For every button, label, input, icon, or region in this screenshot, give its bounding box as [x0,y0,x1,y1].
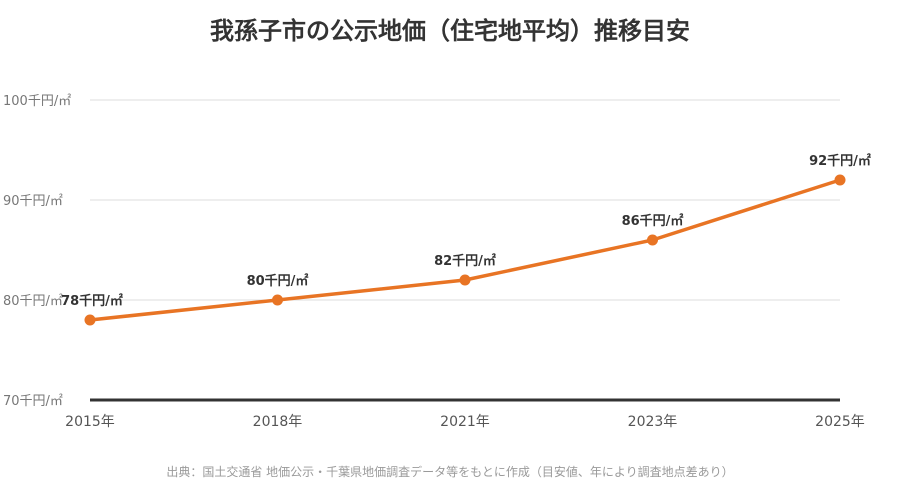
y-tick-label: 80千円/㎡ [3,294,63,309]
data-label: 82千円/㎡ [434,253,496,269]
source-note: 出典：国土交通省 地価公示・千葉県地価調査データ等をもとに作成（目安値、年により… [166,465,734,479]
data-point [272,294,283,306]
y-tick-label: 90千円/㎡ [3,194,63,209]
data-point [834,174,846,186]
x-axis: 2015年 2018年 2021年 2023年 2025年 [65,398,865,430]
data-label: 80千円/㎡ [247,273,309,289]
chart-title: 我孫子市の公示地価（住宅地平均）推移目安 [210,17,690,45]
x-tick-label: 2018年 [253,414,303,430]
y-tick-label: 100千円/㎡ [3,94,71,109]
data-label: 86千円/㎡ [622,213,684,229]
data-label: 92千円/㎡ [809,153,871,169]
data-points [84,174,846,326]
series-line-path [88,178,842,322]
series-line [88,178,842,322]
y-tick-label: 70千円/㎡ [3,394,63,409]
data-point [84,314,96,326]
y-axis-ticks: 70千円/㎡ 80千円/㎡ 90千円/㎡ 100千円/㎡ [3,94,71,409]
data-point [647,234,658,246]
x-tick-label: 2015年 [65,414,115,430]
data-point [459,274,471,286]
data-label: 78千円/㎡ [61,293,123,309]
x-tick-label: 2025年 [815,414,865,430]
data-labels: 78千円/㎡ 80千円/㎡ 82千円/㎡ 86千円/㎡ 92千円/㎡ [61,153,871,309]
grid-lines [90,99,840,301]
x-tick-label: 2021年 [440,414,490,430]
x-tick-label: 2023年 [628,414,678,430]
